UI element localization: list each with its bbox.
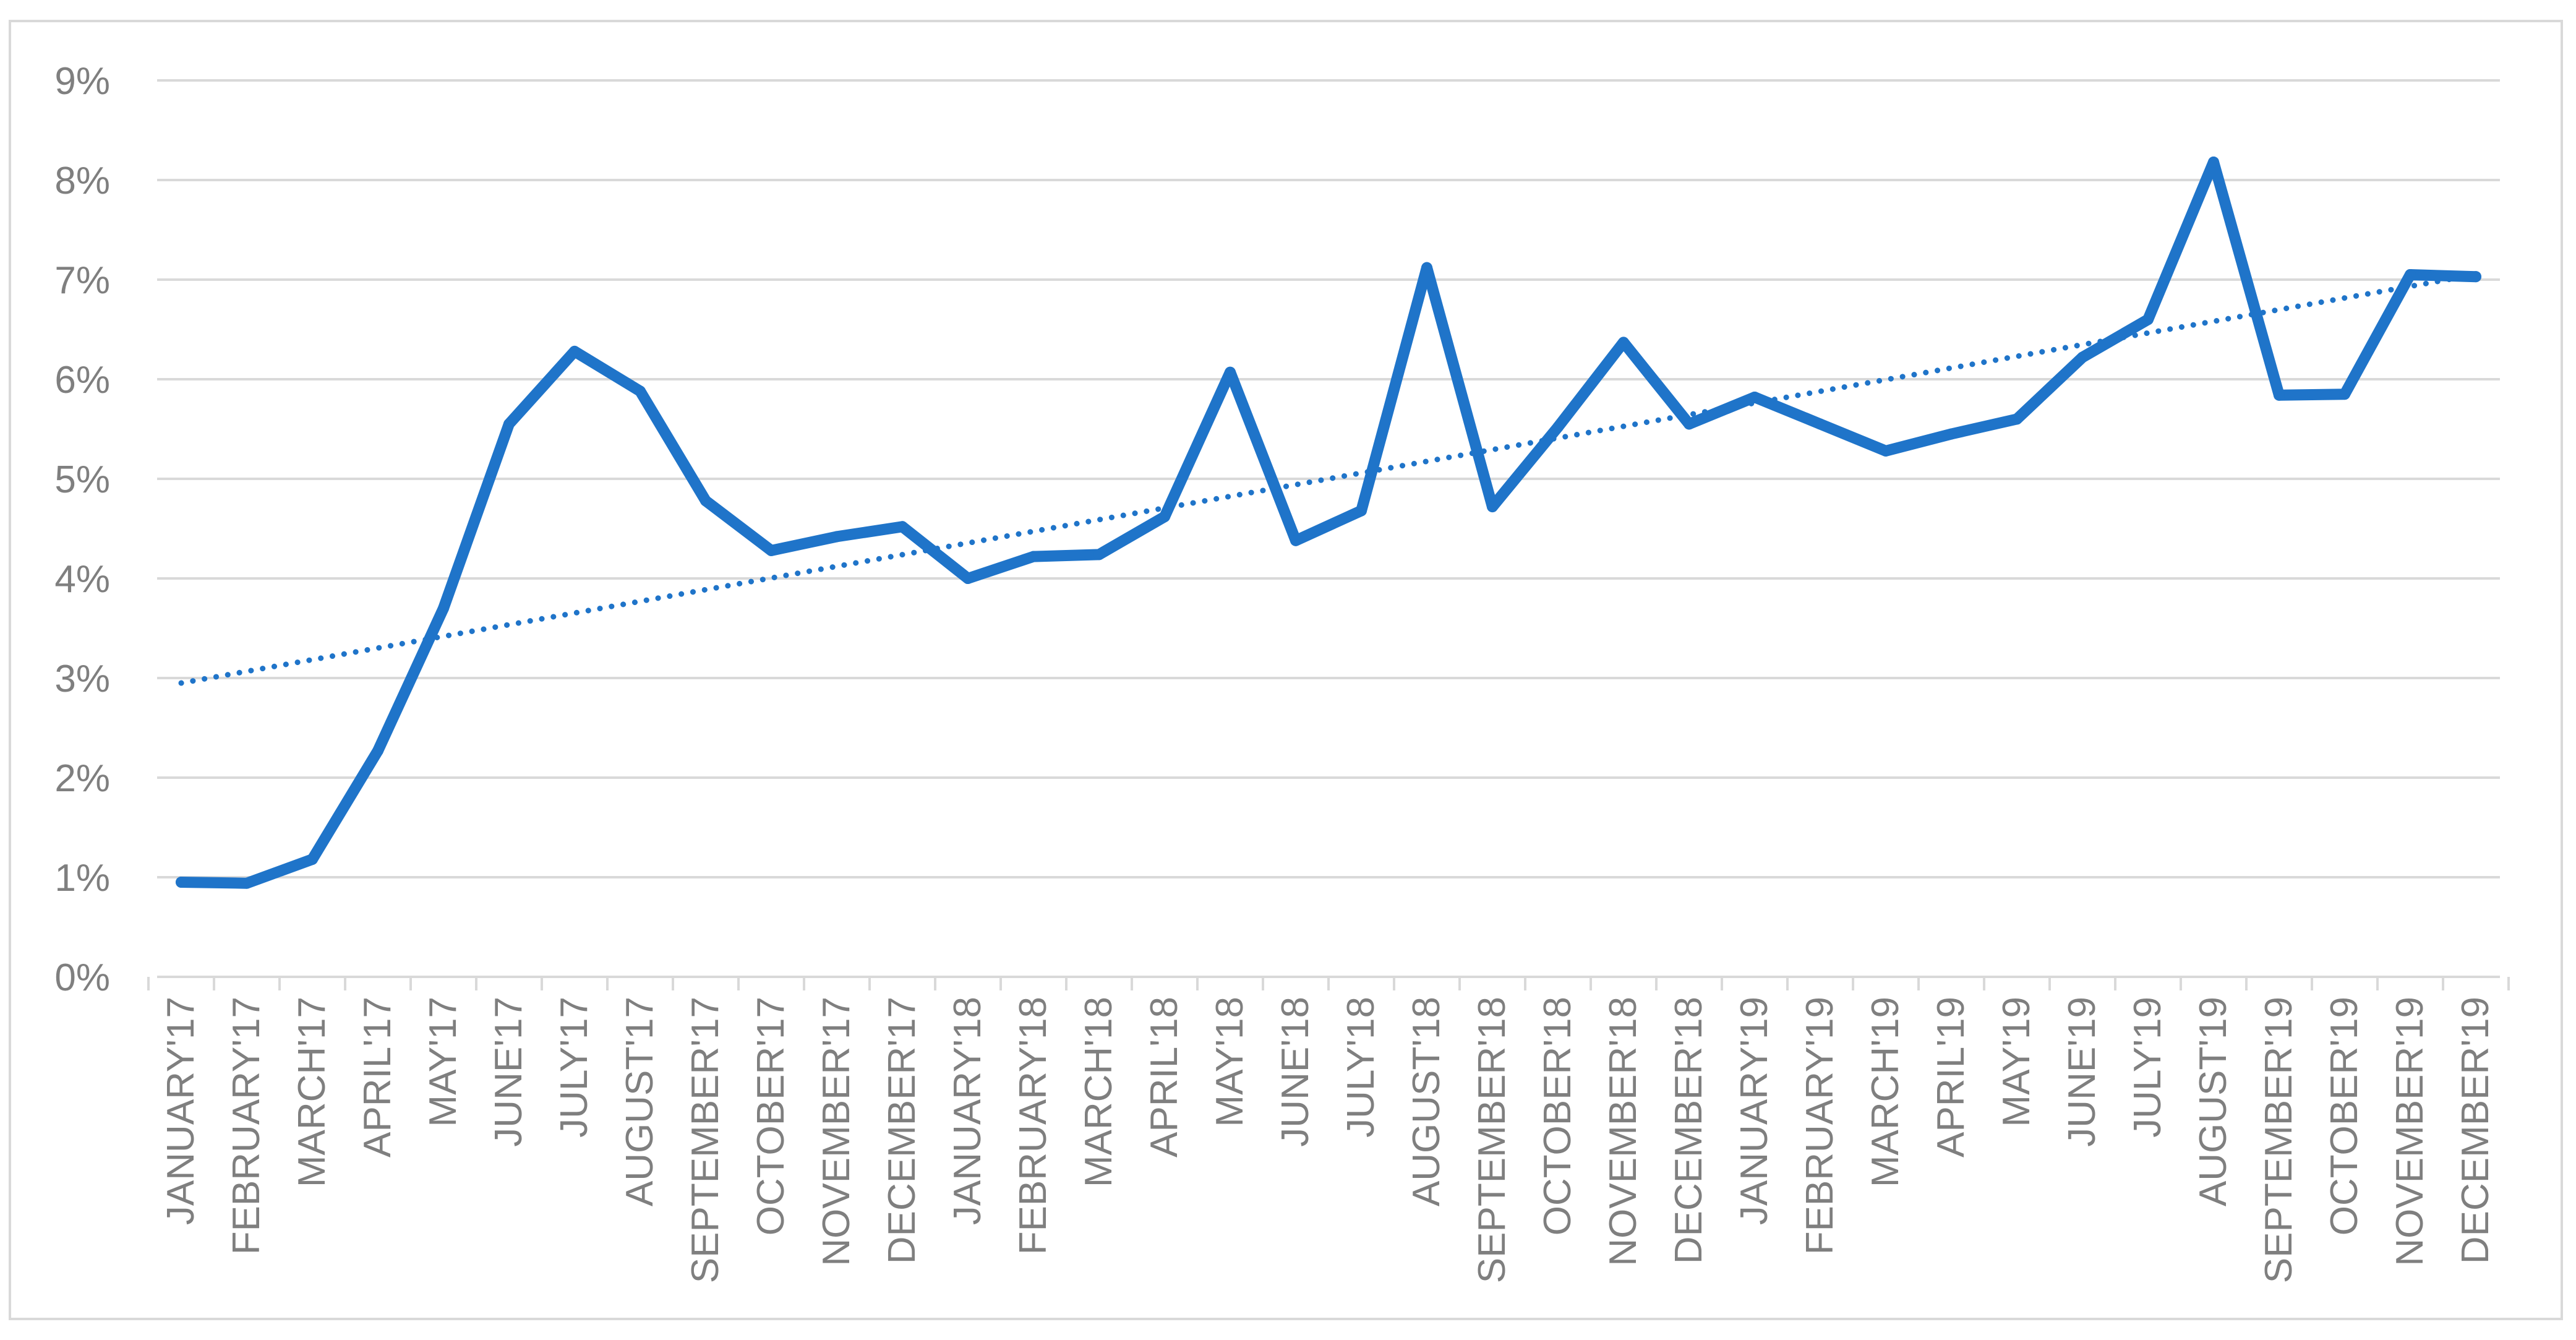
data-point [1815,418,1826,430]
x-category-label: SEPTEMBER'17 [684,997,727,1283]
x-category-label: DECEMBER'19 [2454,997,2497,1264]
line-chart: 0% 1% 2% 3% 4% 5% 6% 7% 8% 9% JANUARY'17 FEBRUARY'… [54,60,2510,1283]
x-category-label: JUNE'19 [2061,997,2103,1147]
data-point [1028,551,1039,562]
x-category-label: SEPTEMBER'18 [1471,997,1513,1283]
y-tick-label: 7% [54,259,110,302]
chart-frame: 0% 1% 2% 3% 4% 5% 6% 7% 8% 9% JANUARY'17 FEBRUARY'… [9,20,2563,1320]
x-category-label: JANUARY'18 [946,997,989,1225]
trendline [178,272,2479,686]
data-point [1946,428,1957,440]
x-category-label: NOVEMBER'19 [2389,997,2431,1266]
data-point [2339,389,2350,400]
y-tick-label: 5% [54,458,110,501]
x-category-label: AUGUST'19 [2192,997,2235,1206]
x-category-label: DECEMBER'18 [1667,997,1710,1264]
data-point [635,385,646,397]
x-category-label: APRIL'19 [1930,997,1972,1157]
data-point [1225,366,1236,378]
data-point [1093,549,1105,560]
x-category-label: JANUARY'19 [1733,997,1776,1225]
x-category-label: NOVEMBER'18 [1602,997,1645,1266]
data-point [2274,389,2285,401]
x-category-label: OCTOBER'18 [1536,997,1579,1235]
x-category-label: SEPTEMBER'19 [2257,997,2300,1283]
x-category-label: AUGUST'17 [618,997,661,1206]
x-category-label: FEBRUARY'18 [1012,997,1055,1255]
series-lines [176,157,2481,889]
data-point [1159,511,1170,523]
data-point [2077,351,2088,363]
y-tick-label: 8% [54,160,110,202]
x-category-label: MAY'17 [422,997,464,1127]
data-point [1290,535,1301,546]
y-tick-label: 6% [54,359,110,402]
y-tick-label: 1% [54,857,110,900]
data-point [1618,337,1629,348]
x-category-label: OCTOBER'17 [750,997,792,1235]
x-category-label: MARCH'17 [291,997,333,1187]
data-point [2405,268,2416,280]
x-axis [147,976,2510,990]
x-category-label: JUNE'17 [487,997,530,1147]
data-point [1356,505,1367,517]
data-point [1749,391,1760,403]
data-point [372,745,383,757]
data-point [2011,413,2022,425]
data-point [1552,421,1564,433]
x-category-label: FEBRUARY'17 [225,997,268,1255]
data-point [2142,314,2154,325]
data-point [241,877,252,889]
x-category-label: APRIL'17 [356,997,399,1157]
y-tick-label: 9% [54,60,110,103]
x-category-label: JULY'17 [553,997,596,1138]
x-axis-category-labels: JANUARY'17 FEBRUARY'17 MARCH'17 APRIL'17 MAY… [160,997,2497,1283]
data-point [569,345,580,357]
y-tick-label: 4% [54,558,110,601]
x-category-label: JUNE'18 [1274,997,1317,1147]
x-category-label: JULY'19 [2126,997,2169,1138]
data-point [2470,271,2481,283]
y-tick-label: 2% [54,757,110,800]
x-category-label: JANUARY'17 [160,997,202,1225]
data-point [438,603,449,614]
data-point [2208,157,2219,168]
x-category-label: JULY'18 [1340,997,1382,1138]
x-category-label: MAY'19 [1995,997,2038,1127]
y-axis-tick-labels: 0% 1% 2% 3% 4% 5% 6% 7% 8% 9% [54,60,110,999]
x-category-label: APRIL'18 [1143,997,1186,1157]
data-point [503,418,515,430]
y-tick-label: 3% [54,658,110,700]
linear-trendline [178,272,2479,686]
data-point [307,854,318,865]
x-category-label: MARCH'18 [1077,997,1120,1187]
x-category-label: OCTOBER'19 [2323,997,2366,1235]
x-category-label: FEBRUARY'19 [1799,997,1841,1255]
x-category-label: NOVEMBER'17 [815,997,858,1266]
y-tick-label: 0% [54,956,110,999]
x-category-label: MARCH'19 [1864,997,1907,1187]
data-point [766,544,777,556]
data-point [897,521,908,533]
x-category-label: MAY'18 [1209,997,1251,1127]
data-point [962,573,973,584]
series-line [176,157,2481,889]
x-category-label: AUGUST'18 [1405,997,1448,1206]
x-category-label: DECEMBER'17 [881,997,923,1264]
data-point [700,495,711,507]
data-point [1487,501,1498,513]
data-point [1684,418,1695,430]
data-point [1421,262,1432,273]
data-point [831,531,842,543]
data-point [176,877,187,888]
data-point [1880,445,1891,457]
